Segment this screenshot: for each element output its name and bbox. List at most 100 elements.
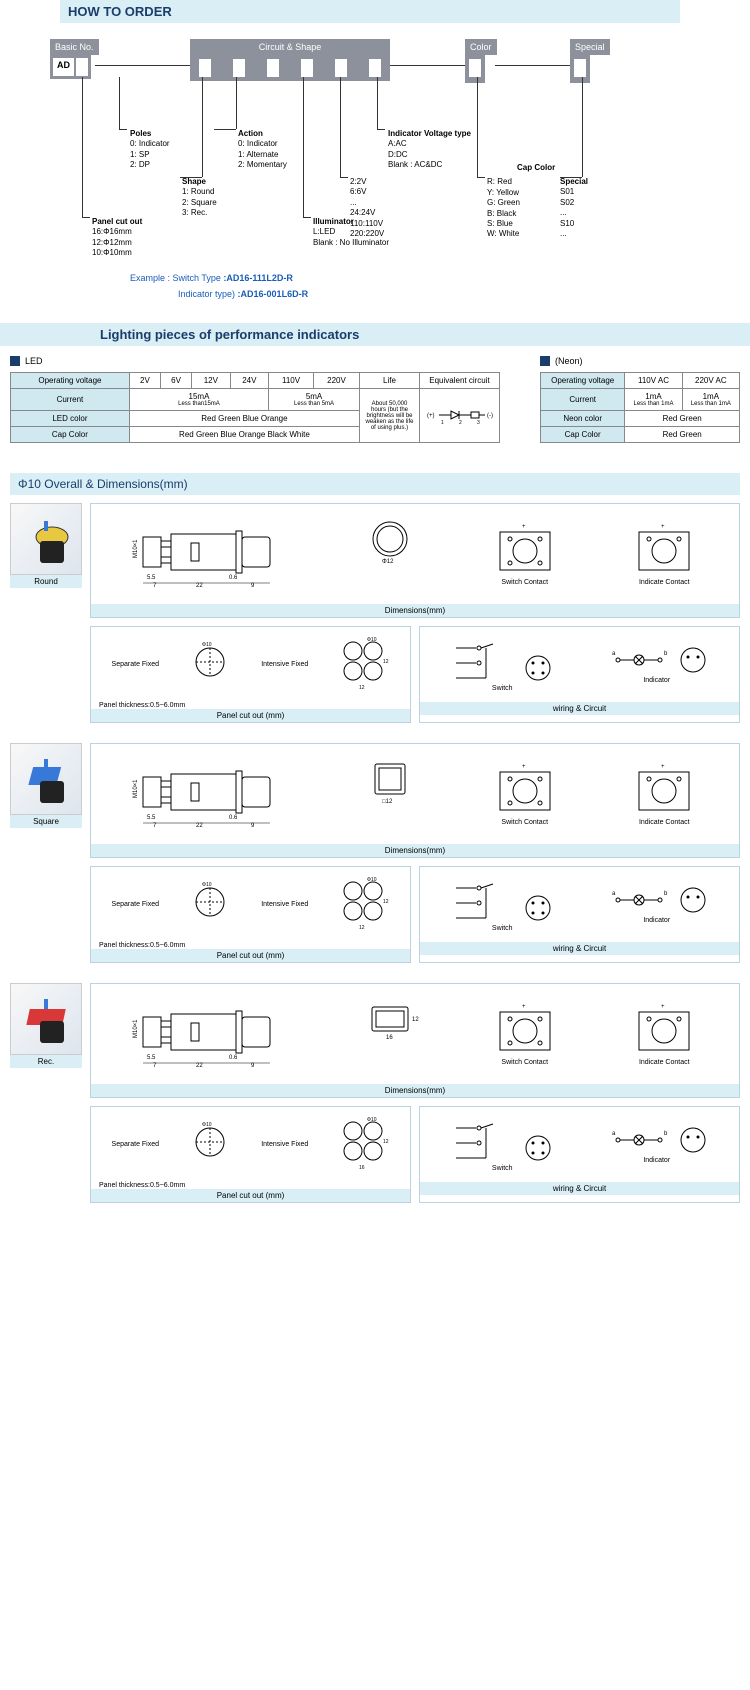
- svg-text:+: +: [661, 1004, 665, 1010]
- side-drawing: M10×1 5.5 7 22 0.6 9: [131, 519, 301, 589]
- svg-text:16: 16: [359, 1165, 365, 1171]
- svg-text:Φ10: Φ10: [202, 1122, 212, 1128]
- svg-text:22: 22: [196, 823, 203, 829]
- voltage-notes: 2:2V 6:6V ... 24:24V 110:110V 220:220V: [350, 177, 384, 239]
- slot: [76, 58, 88, 76]
- special-box-label: Special: [570, 39, 610, 55]
- svg-text:a: a: [612, 891, 616, 897]
- cutout-panel-Rec.: Separate Fixed Φ10 Intensive Fixed Φ1012…: [90, 1106, 411, 1203]
- svg-text:12: 12: [412, 1017, 419, 1023]
- wiring-panel-Round: Switch ab Indicator wiring & Circuit: [419, 626, 740, 723]
- svg-text:(-): (-): [487, 413, 493, 419]
- svg-text:12: 12: [383, 659, 389, 665]
- dim-panel-Square: M10×1 5.5 7 22 0.6 9 □1: [90, 743, 740, 858]
- switch-contact-drawing: +: [490, 522, 560, 577]
- svg-text:0.6: 0.6: [229, 575, 238, 581]
- shape-thumb-Rec.: Rec.: [10, 983, 82, 1098]
- svg-text:2: 2: [459, 420, 462, 426]
- basic-no-box: Basic No.: [50, 39, 99, 55]
- svg-text:b: b: [664, 1131, 668, 1137]
- example-switch: Example : Switch Type :AD16-111L2D-R: [130, 273, 750, 283]
- svg-text:22: 22: [196, 1063, 203, 1069]
- equiv-circuit: (+) (-) 1 2 3: [420, 389, 500, 443]
- svg-text:9: 9: [251, 583, 255, 589]
- perf-title: Lighting pieces of performance indicator…: [0, 323, 750, 346]
- svg-text:3: 3: [477, 420, 480, 426]
- front-drawing: □12: [370, 759, 420, 829]
- circuit-shape-label: Circuit & Shape: [190, 39, 390, 55]
- svg-text:M10×1: M10×1: [133, 539, 139, 558]
- special-notes: Special S01 S02 ... S10 ...: [560, 177, 588, 239]
- svg-text:M10×1: M10×1: [133, 1019, 139, 1038]
- svg-text:Φ12: Φ12: [382, 559, 394, 565]
- indicate-contact-drawing: +: [629, 1002, 699, 1057]
- svg-text:1: 1: [441, 420, 444, 426]
- indicate-contact-drawing: +: [629, 522, 699, 577]
- svg-text:5.5: 5.5: [147, 575, 156, 581]
- side-drawing: M10×1 5.5 7 22 0.6 9: [131, 999, 301, 1069]
- svg-text:9: 9: [251, 823, 255, 829]
- svg-text:a: a: [612, 1131, 616, 1137]
- svg-text:9: 9: [251, 1063, 255, 1069]
- svg-text:+: +: [661, 524, 665, 530]
- svg-text:Φ10: Φ10: [367, 1117, 377, 1123]
- svg-text:0.6: 0.6: [229, 1055, 238, 1061]
- cutout-panel-Round: Separate Fixed Φ10 Intensive Fixed Φ1012…: [90, 626, 411, 723]
- svg-text:12: 12: [383, 899, 389, 905]
- svg-text:b: b: [664, 651, 668, 657]
- svg-text:M10×1: M10×1: [133, 779, 139, 798]
- svg-text:+: +: [522, 524, 526, 530]
- svg-text:12: 12: [383, 1139, 389, 1145]
- svg-text:7: 7: [153, 823, 157, 829]
- svg-text:0.6: 0.6: [229, 815, 238, 821]
- svg-text:Φ10: Φ10: [367, 637, 377, 643]
- panelcut-notes: Panel cut out 16:Φ16mm 12:Φ12mm 10:Φ10mm: [92, 217, 142, 259]
- order-diagram: Basic No. AD Circuit & Shape Color Speci…: [0, 33, 750, 313]
- svg-text:Φ10: Φ10: [202, 642, 212, 648]
- svg-text:5.5: 5.5: [147, 1055, 156, 1061]
- svg-text:16: 16: [386, 1035, 393, 1041]
- svg-text:(+): (+): [427, 413, 435, 419]
- switch-contact-drawing: +: [490, 1002, 560, 1057]
- basic-label: Basic No.: [55, 42, 94, 52]
- svg-text:Φ10: Φ10: [202, 882, 212, 888]
- ad-code: AD: [53, 58, 74, 76]
- svg-text:+: +: [661, 764, 665, 770]
- example-indicator: Indicator type) :AD16-001L6D-R: [178, 289, 750, 299]
- wiring-panel-Square: Switch ab Indicator wiring & Circuit: [419, 866, 740, 963]
- dim-panel-Rec.: M10×1 5.5 7 22 0.6 9 12: [90, 983, 740, 1098]
- front-drawing: 12 16: [370, 999, 420, 1069]
- neon-label: (Neon): [540, 356, 740, 366]
- svg-text:7: 7: [153, 583, 157, 589]
- side-drawing: M10×1 5.5 7 22 0.6 9: [131, 759, 301, 829]
- svg-text:12: 12: [359, 925, 365, 931]
- svg-text:□12: □12: [382, 799, 393, 805]
- shape-thumb-Square: Square: [10, 743, 82, 858]
- switch-contact-drawing: +: [490, 762, 560, 817]
- svg-text:b: b: [664, 891, 668, 897]
- svg-text:7: 7: [153, 1063, 157, 1069]
- color-box-label: Color: [465, 39, 497, 55]
- svg-text:a: a: [612, 651, 616, 657]
- how-to-order-title: HOW TO ORDER: [60, 0, 680, 23]
- svg-text:+: +: [522, 764, 526, 770]
- ivt-notes: Indicator Voltage type A:AC D:DC Blank :…: [388, 129, 471, 171]
- led-label: LED: [10, 356, 500, 366]
- svg-text:Φ10: Φ10: [367, 877, 377, 883]
- capcolor-notes: Cap Color R: Red Y: Yellow G: Green B: B…: [487, 163, 555, 240]
- indicate-contact-drawing: +: [629, 762, 699, 817]
- svg-text:5.5: 5.5: [147, 815, 156, 821]
- shape-notes: Shape 1: Round 2: Square 3: Rec.: [182, 177, 217, 219]
- dim-panel-Round: M10×1 5.5 7 22 0.6 9 Φ1: [90, 503, 740, 618]
- shape-thumb-Round: Round: [10, 503, 82, 618]
- action-notes: Action 0: Indicator 1: Alternate 2: Mome…: [238, 129, 287, 171]
- front-drawing: Φ12: [370, 519, 420, 589]
- svg-text:22: 22: [196, 583, 203, 589]
- wiring-panel-Rec.: Switch ab Indicator wiring & Circuit: [419, 1106, 740, 1203]
- cutout-panel-Square: Separate Fixed Φ10 Intensive Fixed Φ1012…: [90, 866, 411, 963]
- svg-text:12: 12: [359, 685, 365, 691]
- dims-title: Φ10 Overall & Dimensions(mm): [10, 473, 740, 495]
- led-table: Operating voltage 2V 6V 12V 24V 110V 220…: [10, 372, 500, 443]
- neon-table: Operating voltage110V AC220V AC Current1…: [540, 372, 740, 443]
- poles-notes: Poles 0: Indicator 1: SP 2: DP: [130, 129, 170, 171]
